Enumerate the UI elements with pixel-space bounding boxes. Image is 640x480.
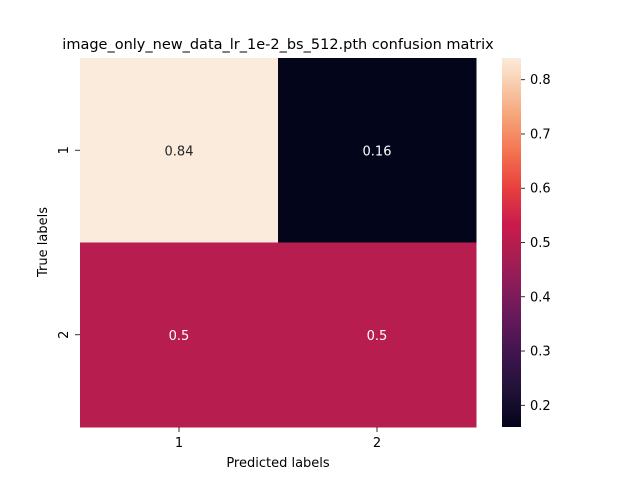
heatmap-cell xyxy=(278,58,477,243)
y-axis-label: True labels xyxy=(36,207,51,278)
x-axis-label: Predicted labels xyxy=(226,456,330,471)
chart-title: image_only_new_data_lr_1e-2_bs_512.pth c… xyxy=(62,37,494,53)
cell-value-label: 0.5 xyxy=(367,329,388,344)
cell-value-label: 0.5 xyxy=(169,329,190,344)
colorbar: 0.2 0.3 0.4 0.5 0.6 0.7 0.8 xyxy=(502,58,551,427)
cell-value-label: 0.84 xyxy=(165,144,194,159)
heatmap-cell xyxy=(80,242,279,428)
colorbar-tick-label: 0.4 xyxy=(530,290,551,305)
y-axis: 12 xyxy=(57,146,80,339)
colorbar-tick-label: 0.5 xyxy=(530,236,551,251)
y-tick-label: 2 xyxy=(57,331,72,339)
cell-value-label: 0.16 xyxy=(363,144,392,159)
x-tick-label: 1 xyxy=(175,436,183,451)
colorbar-tick-label: 0.8 xyxy=(530,73,551,88)
x-tick-label: 2 xyxy=(373,436,381,451)
colorbar-tick-label: 0.7 xyxy=(530,127,551,142)
heatmap-cell xyxy=(278,242,477,428)
colorbar-tick-label: 0.3 xyxy=(530,345,551,360)
heatmap-cells xyxy=(80,58,477,428)
heatmap-cell xyxy=(80,58,279,243)
y-tick-label: 1 xyxy=(57,146,72,154)
heatmap-cell-labels: 0.84 0.16 0.5 0.5 xyxy=(165,144,392,344)
colorbar-gradient xyxy=(502,58,521,427)
colorbar-tick-label: 0.6 xyxy=(530,182,551,197)
colorbar-tick-label: 0.2 xyxy=(530,399,551,414)
